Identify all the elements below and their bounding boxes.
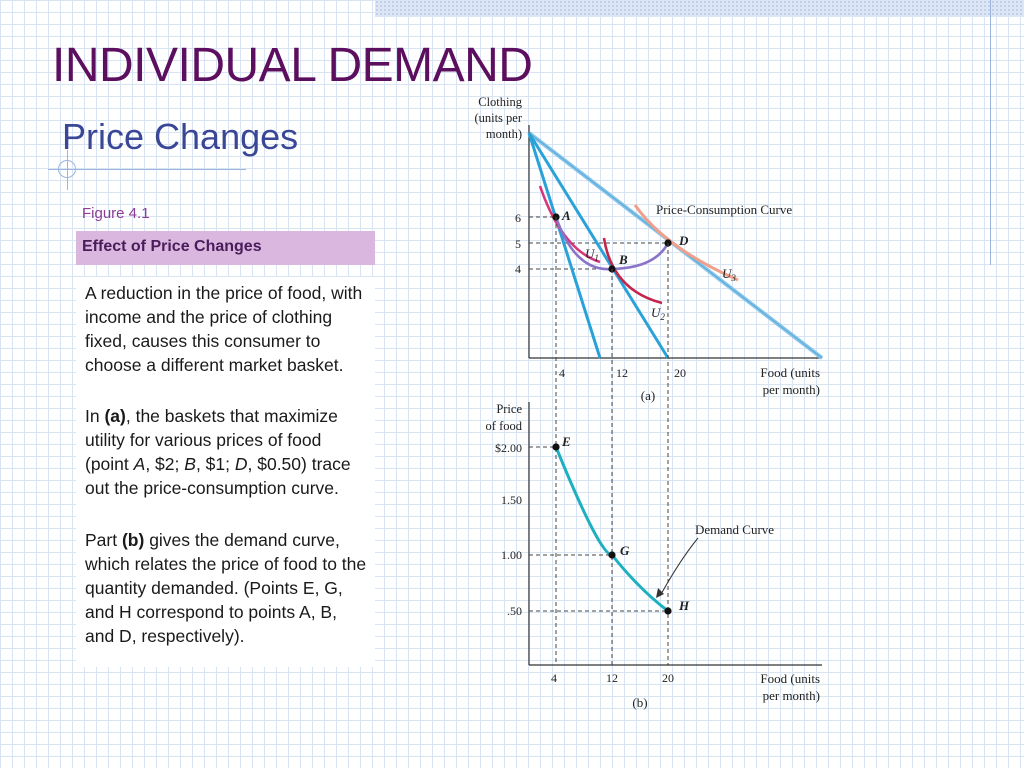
panel-b-caption: (b) [632,695,647,710]
panel-a-xtick-20: 20 [674,366,686,380]
panel-a-ylabel-1: Clothing [478,95,523,109]
panel-a-xtick-12: 12 [616,366,628,380]
panel-a-xtick-4: 4 [559,366,565,380]
panel-b-guides [529,446,668,612]
panel-a-ylabel-3: month) [486,127,522,141]
paragraph-1: A reduction in the price of food, with i… [85,283,363,375]
demand-curve-arrow [659,537,699,597]
panel-b-xlabel-2: per month) [763,688,820,703]
price-consumption-curve-label: Price-Consumption Curve [656,202,792,217]
panel-b-xtick-20: 20 [662,671,674,685]
slide-title: INDIVIDUAL DEMAND [52,39,533,92]
figure-4-1: Clothing (units per month) A B D U1 U2 U… [474,95,824,710]
cross-panel-guides [555,217,669,665]
panel-b-ytick-1-50: 1.50 [501,493,522,507]
panel-a-ytick-4: 4 [515,262,521,276]
u1-label: U1 [585,246,599,263]
panel-b-xtick-12: 12 [606,671,618,685]
point-e-label: E [561,434,571,449]
panel-b-ytick-2: $2.00 [495,441,522,455]
panel-b-ytick-0-50: .50 [507,604,522,618]
indifference-curve-u2 [602,237,663,305]
panel-b-xtick-4: 4 [551,671,557,685]
indifference-curve-u3 [633,204,739,282]
panel-a-ytick-5: 5 [515,237,521,251]
point-h-label: H [678,598,690,613]
panel-a-ytick-6: 6 [515,211,521,225]
panel-a-caption: (a) [641,388,655,403]
point-e [552,443,560,451]
panel-b-ytick-1: 1.00 [501,548,522,562]
point-a-label: A [561,208,571,223]
panel-a: Clothing (units per month) A B D U1 U2 U… [474,95,824,403]
u3-label: U3 [722,266,736,283]
panel-a-guides [529,216,668,270]
point-h [664,607,672,615]
demand-curve-label: Demand Curve [695,522,774,537]
panel-a-xlabel-1: Food (units [760,365,820,380]
demand-curve-arrowhead [656,588,664,598]
decor-line [48,169,246,170]
point-g-label: G [620,543,630,558]
budget-line-2 [527,132,670,359]
point-g [608,551,616,559]
point-b-label: B [618,252,628,267]
panel-b-ylabel-2: of food [486,419,523,433]
paragraph-2: In (a), the baskets that maximize utilit… [85,406,351,498]
paragraph-3: Part (b) gives the demand curve, which r… [85,530,367,646]
decor-circle [58,160,76,178]
panel-b-ylabel-1: Price [496,402,522,416]
panel-b-xlabel-1: Food (units [760,671,820,686]
panel-b: Price of food E G H Demand Curve $2.00 1… [486,402,822,710]
text-panel [76,277,375,667]
top-decor-band [375,0,1024,17]
budget-line-1 [527,132,602,359]
point-d-label: D [678,233,689,248]
right-decor-rule [990,0,991,265]
figure-title: Effect of Price Changes [76,231,375,265]
slide-subtitle: Price Changes [62,116,299,157]
panel-a-ylabel-2: (units per [474,111,522,125]
indifference-curve-u1 [538,185,601,264]
figure-label: Figure 4.1 [82,205,150,222]
u2-label: U2 [651,305,665,322]
panel-a-xlabel-2: per month) [763,382,820,397]
